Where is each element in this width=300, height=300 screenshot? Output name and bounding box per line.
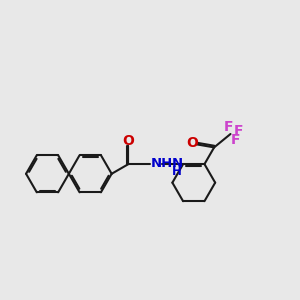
Text: NH: NH <box>151 157 173 170</box>
Text: F: F <box>234 124 244 138</box>
Text: O: O <box>122 134 134 148</box>
Text: O: O <box>186 136 198 150</box>
Text: F: F <box>224 120 234 134</box>
Text: F: F <box>231 133 241 147</box>
Text: N: N <box>172 157 183 170</box>
Text: H: H <box>172 165 182 178</box>
